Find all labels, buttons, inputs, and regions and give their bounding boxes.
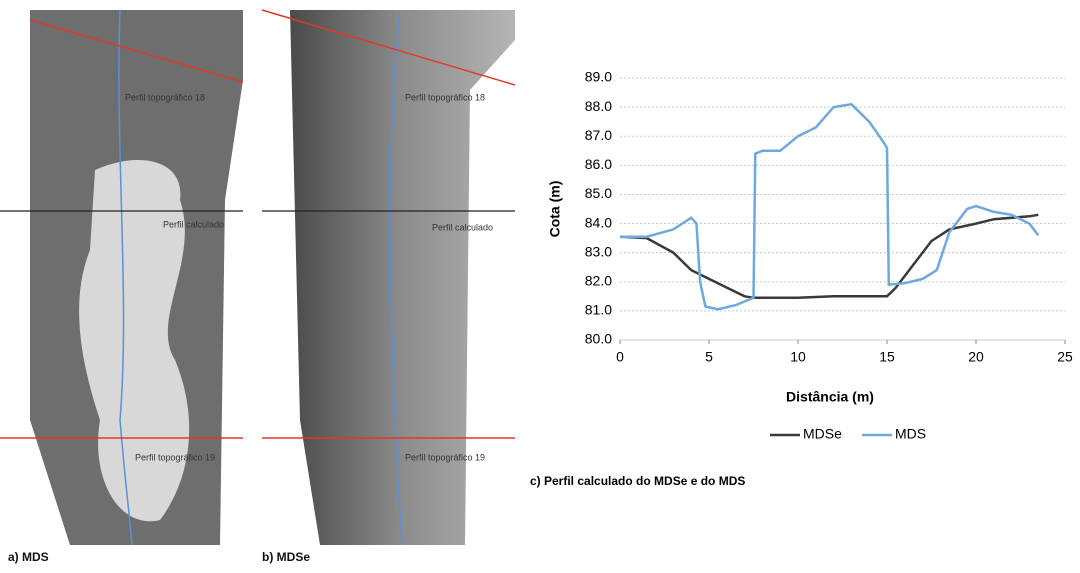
legend-label: MDS <box>895 426 926 442</box>
y-tick-label: 81.0 <box>585 302 612 318</box>
panel-a: Perfil topográfico 18 Perfil calculado P… <box>0 10 243 564</box>
x-tick-label: 20 <box>968 349 984 365</box>
caption: c) Perfil calculado do MDSe e do MDS <box>530 474 745 488</box>
y-tick-label: 89.0 <box>585 69 612 85</box>
y-tick-label: 87.0 <box>585 127 612 143</box>
annotation: Perfil calculado <box>163 219 224 229</box>
x-tick-label: 5 <box>705 349 713 365</box>
figure: Perfil topográfico 18 Perfil calculado P… <box>0 0 1080 568</box>
y-tick-label: 85.0 <box>585 185 612 201</box>
y-tick-label: 88.0 <box>585 98 612 114</box>
y-tick-label: 82.0 <box>585 272 612 288</box>
y-tick-label: 83.0 <box>585 243 612 259</box>
annotation: Perfil topográfico 19 <box>405 452 485 462</box>
panel-label: a) MDS <box>8 550 49 564</box>
y-tick-label: 80.0 <box>585 331 612 347</box>
panel-b: Perfil topográfico 18 Perfil calculado P… <box>262 10 515 564</box>
x-tick-label: 0 <box>616 349 624 365</box>
panel-label: b) MDSe <box>262 550 310 564</box>
legend-label: MDSe <box>803 426 842 442</box>
x-tick-label: 15 <box>879 349 895 365</box>
annotation: Perfil topográfico 18 <box>125 92 205 102</box>
x-tick-label: 10 <box>790 349 806 365</box>
annotation: Perfil calculado <box>432 222 493 232</box>
y-tick-label: 86.0 <box>585 156 612 172</box>
line-chart: Distância (m) Cota (m) c) Perfil calcula… <box>530 69 1073 488</box>
x-axis-label: Distância (m) <box>786 389 874 405</box>
y-tick-label: 84.0 <box>585 214 612 230</box>
annotation: Perfil topográfico 19 <box>135 452 215 462</box>
annotation: Perfil topográfico 18 <box>405 92 485 102</box>
mdse-image <box>290 10 515 545</box>
x-tick-label: 25 <box>1057 349 1073 365</box>
series-line <box>620 104 1038 309</box>
series-line <box>620 215 1038 298</box>
y-axis-label: Cota (m) <box>547 181 563 238</box>
